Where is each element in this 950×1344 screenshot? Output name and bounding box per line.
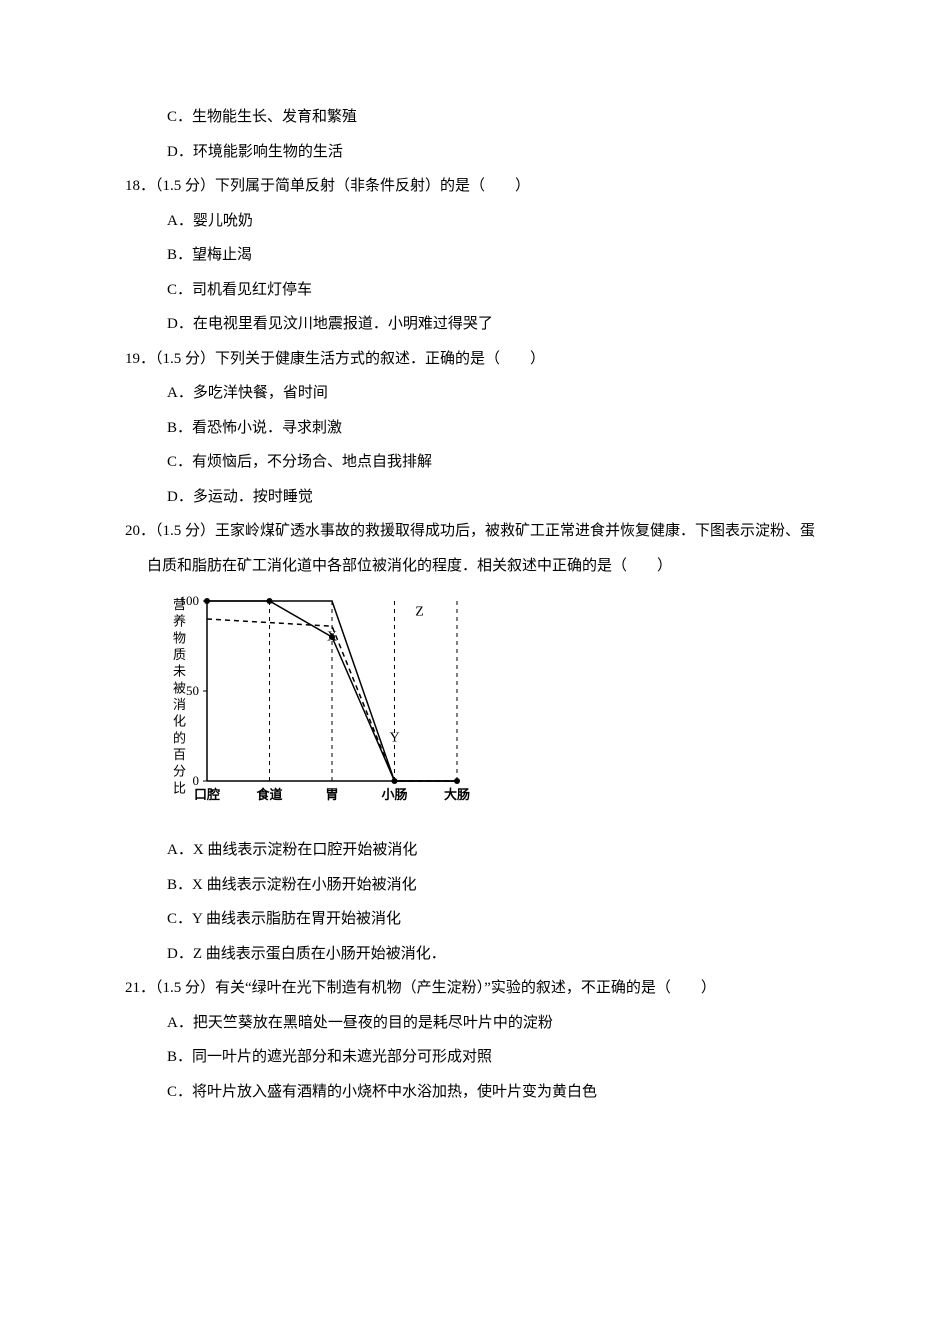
- svg-text:消: 消: [173, 697, 186, 712]
- svg-text:被: 被: [173, 680, 186, 695]
- q19-stem: 19．（1.5 分）下列关于健康生活方式的叙述．正确的是（ ）: [125, 342, 825, 377]
- svg-text:质: 质: [173, 647, 186, 662]
- svg-text:化: 化: [173, 714, 186, 729]
- svg-text:Z: Z: [415, 604, 424, 619]
- q19-option-b: B．看恐怖小说．寻求刺激: [125, 411, 825, 446]
- digestion-chart-svg: 050100口腔食道胃小肠大肠营养物质未被消化的百分比ZYX: [167, 591, 477, 821]
- svg-text:50: 50: [186, 683, 199, 698]
- svg-text:胃: 胃: [325, 787, 338, 802]
- svg-text:营: 营: [173, 597, 186, 612]
- svg-text:的: 的: [173, 730, 186, 745]
- q18-option-d: D．在电视里看见汶川地震报道．小明难过得哭了: [125, 307, 825, 342]
- svg-text:大肠: 大肠: [444, 787, 470, 802]
- svg-text:食道: 食道: [256, 787, 282, 802]
- svg-text:物: 物: [173, 630, 186, 645]
- q18: 18．（1.5 分）下列属于简单反射（非条件反射）的是（ ） A．婴儿吮奶 B．…: [125, 169, 825, 342]
- q19-option-c: C．有烦恼后，不分场合、地点自我排解: [125, 445, 825, 480]
- svg-text:养: 养: [173, 614, 186, 629]
- q17-option-d: D．环境能影响生物的生活: [125, 135, 825, 170]
- svg-text:分: 分: [173, 764, 186, 779]
- q20-option-a: A．X 曲线表示淀粉在口腔开始被消化: [125, 833, 825, 868]
- q19-option-d: D．多运动．按时睡觉: [125, 480, 825, 515]
- q19-option-a: A．多吃洋快餐，省时间: [125, 376, 825, 411]
- svg-text:0: 0: [193, 773, 200, 788]
- q20: 20．（1.5 分）王家岭煤矿透水事故的救援取得成功后，被救矿工正常进食并恢复健…: [125, 514, 825, 971]
- q17-option-c: C．生物能生长、发育和繁殖: [125, 100, 825, 135]
- q20-option-d: D．Z 曲线表示蛋白质在小肠开始被消化．: [125, 937, 825, 972]
- svg-text:X: X: [327, 630, 337, 645]
- q18-stem: 18．（1.5 分）下列属于简单反射（非条件反射）的是（ ）: [125, 169, 825, 204]
- q19: 19．（1.5 分）下列关于健康生活方式的叙述．正确的是（ ） A．多吃洋快餐，…: [125, 342, 825, 515]
- q20-option-c: C．Y 曲线表示脂肪在胃开始被消化: [125, 902, 825, 937]
- svg-text:比: 比: [173, 780, 186, 795]
- q18-option-c: C．司机看见红灯停车: [125, 273, 825, 308]
- svg-text:小肠: 小肠: [381, 787, 407, 802]
- q21-option-a: A．把天竺葵放在黑暗处一昼夜的目的是耗尽叶片中的淀粉: [125, 1006, 825, 1041]
- q20-option-b: B．X 曲线表示淀粉在小肠开始被消化: [125, 868, 825, 903]
- svg-text:百: 百: [173, 747, 186, 762]
- q21-option-b: B．同一叶片的遮光部分和未遮光部分可形成对照: [125, 1040, 825, 1075]
- q21-stem: 21．（1.5 分）有关“绿叶在光下制造有机物（产生淀粉）”实验的叙述，不正确的…: [125, 971, 825, 1006]
- svg-text:Y: Y: [389, 730, 399, 745]
- svg-text:未: 未: [173, 664, 186, 679]
- q20-stem: 20．（1.5 分）王家岭煤矿透水事故的救援取得成功后，被救矿工正常进食并恢复健…: [125, 514, 825, 583]
- q18-option-b: B．望梅止渴: [125, 238, 825, 273]
- q21: 21．（1.5 分）有关“绿叶在光下制造有机物（产生淀粉）”实验的叙述，不正确的…: [125, 971, 825, 1109]
- svg-text:口腔: 口腔: [194, 787, 220, 802]
- digestion-chart: 050100口腔食道胃小肠大肠营养物质未被消化的百分比ZYX: [125, 591, 825, 821]
- q21-option-c: C．将叶片放入盛有酒精的小烧杯中水浴加热，使叶片变为黄白色: [125, 1075, 825, 1110]
- exam-page: C．生物能生长、发育和繁殖 D．环境能影响生物的生活 18．（1.5 分）下列属…: [0, 0, 950, 1169]
- q18-option-a: A．婴儿吮奶: [125, 204, 825, 239]
